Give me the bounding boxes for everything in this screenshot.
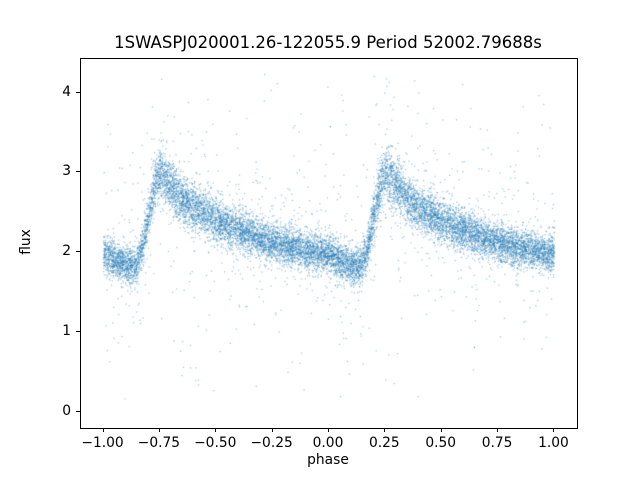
x-axis-label: phase <box>307 452 349 468</box>
x-tick-label: 0.50 <box>425 435 457 451</box>
x-tick-label: 0.75 <box>481 435 513 451</box>
y-tick-mark <box>76 91 80 93</box>
y-tick-label: 0 <box>62 403 71 420</box>
x-tick-mark <box>384 428 386 432</box>
y-tick-label: 4 <box>62 83 71 100</box>
y-tick-mark <box>76 411 80 413</box>
x-tick-mark <box>215 428 217 432</box>
x-tick-mark <box>497 428 499 432</box>
x-tick-label: 0.00 <box>312 435 344 451</box>
y-tick-mark <box>76 331 80 333</box>
x-tick-label: −0.75 <box>137 435 181 451</box>
y-tick-label: 1 <box>62 323 71 340</box>
y-tick-label: 3 <box>62 163 71 180</box>
chart-title: 1SWASPJ020001.26-122055.9 Period 52002.7… <box>114 33 542 52</box>
x-tick-mark <box>440 428 442 432</box>
x-tick-label: 1.00 <box>538 435 569 451</box>
x-tick-label: 0.25 <box>368 435 400 451</box>
x-tick-label: −0.50 <box>194 435 237 451</box>
x-tick-mark <box>328 428 329 432</box>
x-tick-mark <box>102 428 104 432</box>
y-axis-label: flux <box>18 229 34 255</box>
plot-area <box>80 58 578 429</box>
y-tick-label: 2 <box>62 243 71 260</box>
x-tick-label: −0.25 <box>250 435 293 451</box>
y-tick-mark <box>76 251 80 253</box>
x-tick-mark <box>158 428 160 432</box>
x-tick-label: −1.00 <box>81 435 124 451</box>
x-tick-mark <box>271 428 273 432</box>
y-tick-mark <box>76 171 80 173</box>
x-tick-mark <box>553 428 555 432</box>
scatter-points-canvas <box>81 59 577 428</box>
